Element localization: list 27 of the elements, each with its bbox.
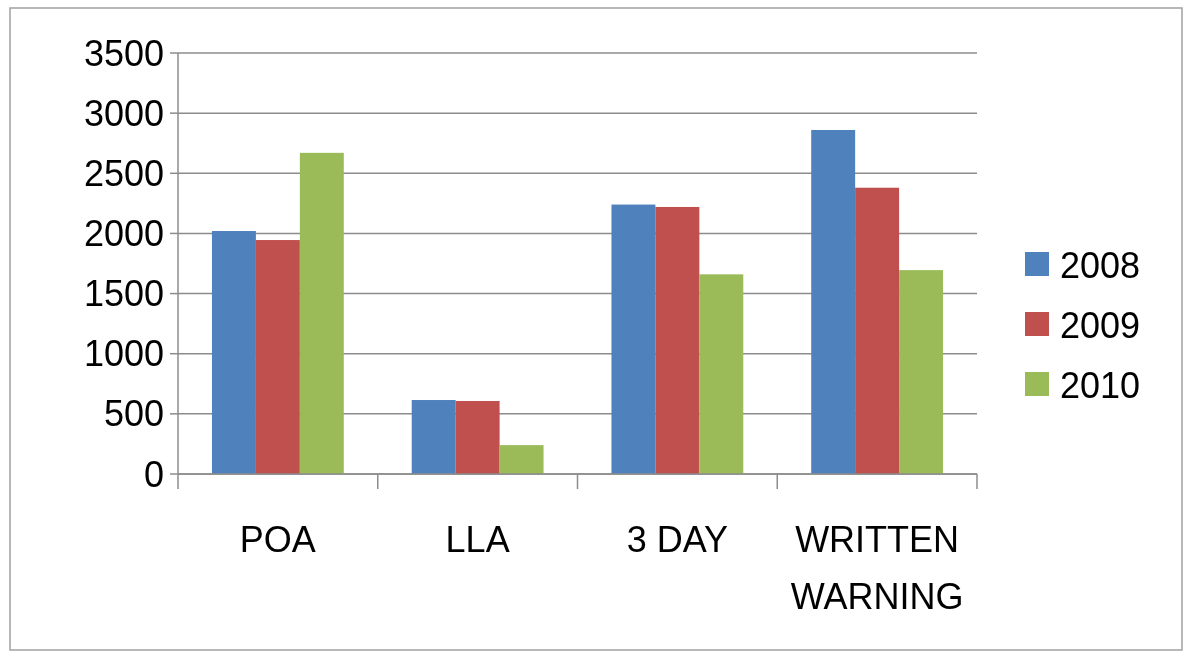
legend-label: 2008 — [1060, 244, 1141, 286]
y-tick-label: 3000 — [83, 92, 164, 134]
x-tick-label: 3 DAY — [626, 519, 729, 560]
y-tick-label: 2000 — [83, 212, 164, 254]
bar — [411, 400, 456, 474]
y-tick-label: 2500 — [83, 152, 164, 194]
y-tick-label: 0 — [143, 453, 164, 495]
bar — [211, 231, 256, 474]
bar — [655, 206, 700, 474]
x-tick-label: LLA — [445, 519, 510, 560]
bar — [811, 129, 856, 474]
bar — [455, 400, 500, 474]
y-tick-label: 1000 — [83, 333, 164, 375]
bar — [299, 152, 344, 474]
bar — [611, 204, 656, 474]
legend-label: 2010 — [1060, 364, 1141, 406]
bar — [699, 274, 744, 474]
bar — [499, 445, 544, 474]
x-tick-label: POA — [239, 519, 316, 560]
bar — [255, 240, 300, 474]
y-tick-label: 1500 — [83, 273, 164, 315]
legend-label: 2009 — [1060, 304, 1141, 346]
x-tick-label: WRITTEN WARNING — [790, 519, 964, 617]
y-tick-label: 3500 — [83, 32, 164, 74]
y-tick-label: 500 — [103, 393, 164, 435]
bar — [855, 187, 900, 474]
bar — [899, 270, 944, 474]
